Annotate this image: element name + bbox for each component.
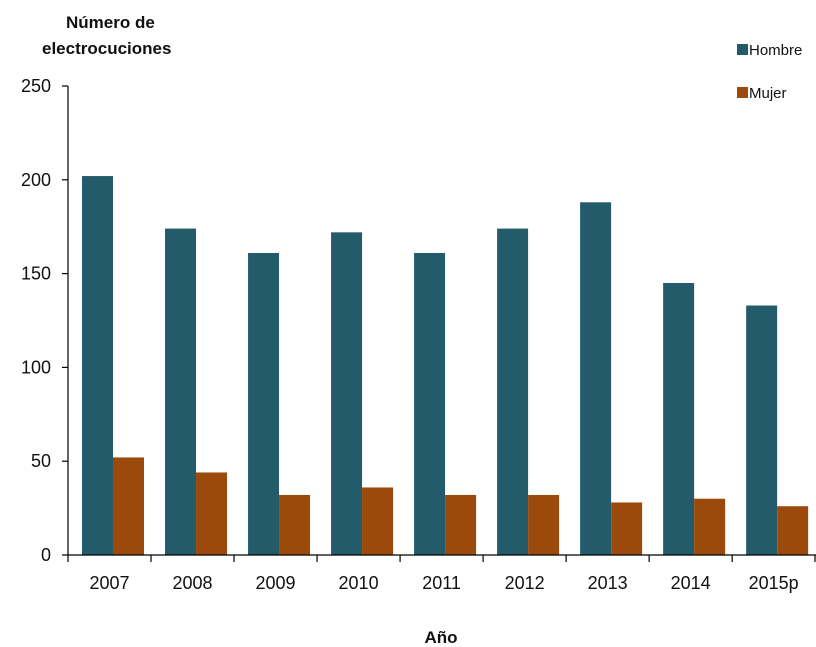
bar-hombre-2010 <box>331 232 363 555</box>
legend-swatch-mujer <box>737 87 748 98</box>
bar-hombre-2012 <box>497 228 529 556</box>
y-tick-label-200: 200 <box>21 170 51 190</box>
bar-hombre-2009 <box>248 252 280 556</box>
x-axis-title: Año <box>424 628 457 647</box>
y-tick-label-100: 100 <box>21 357 51 377</box>
legend-label-mujer: Mujer <box>749 85 787 102</box>
bar-mujer-2009 <box>279 494 311 555</box>
x-tick-label-2007: 2007 <box>89 573 129 593</box>
bar-mujer-2008 <box>196 472 228 555</box>
bar-mujer-2014 <box>694 498 726 555</box>
y-tick-label-0: 0 <box>41 545 51 565</box>
bar-hombre-2011 <box>414 252 446 556</box>
x-tick-label-2013: 2013 <box>588 573 628 593</box>
y-tick-label-250: 250 <box>21 76 51 96</box>
bar-mujer-2015p <box>777 506 809 555</box>
y-tick-label-150: 150 <box>21 264 51 284</box>
x-tick-label-2008: 2008 <box>173 573 213 593</box>
x-tick-label-2009: 2009 <box>256 573 296 593</box>
x-tick-label-2010: 2010 <box>339 573 379 593</box>
bar-mujer-2013 <box>611 502 643 555</box>
bar-hombre-2007 <box>82 176 113 555</box>
x-tick-label-2014: 2014 <box>671 573 711 593</box>
y-axis-title-line-1: Número de <box>66 13 155 32</box>
legend: Hombre Mujer <box>737 42 802 102</box>
bar-mujer-2012 <box>528 494 560 555</box>
plot-area: 0 50 100 150 200 250 2007 2008 2009 2010 2011 2012 2… <box>21 76 816 593</box>
legend-swatch-hombre <box>737 44 748 55</box>
bar-hombre-2013 <box>580 202 612 555</box>
bar-hombre-2015p <box>746 305 778 555</box>
bar-hombre-2014 <box>663 282 695 555</box>
bar-mujer-2007 <box>113 457 144 555</box>
bar-mujer-2010 <box>362 487 394 555</box>
bar-hombre-2008 <box>165 228 197 556</box>
legend-label-hombre: Hombre <box>749 42 802 59</box>
bar-mujer-2011 <box>445 494 477 555</box>
y-tick-label-50: 50 <box>31 451 51 471</box>
x-tick-label-2011: 2011 <box>422 573 461 593</box>
x-tick-label-2012: 2012 <box>505 573 545 593</box>
x-tick-label-2015p: 2015p <box>749 573 799 593</box>
y-axis-title-line-2: electrocuciones <box>42 39 171 58</box>
